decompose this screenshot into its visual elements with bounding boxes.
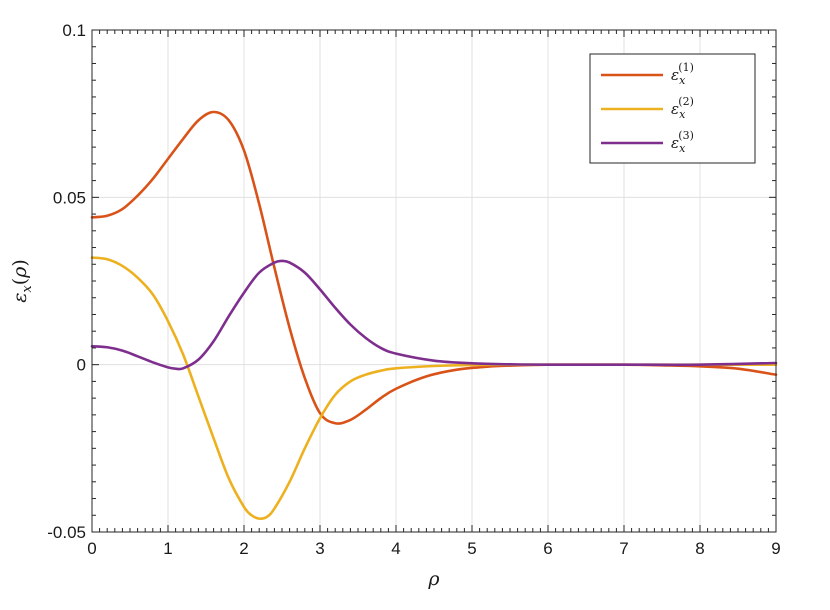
y-tick-label: 0 xyxy=(77,356,86,375)
y-tick-label: 0.1 xyxy=(62,21,86,40)
x-tick-label: 7 xyxy=(619,539,628,558)
x-tick-label: 0 xyxy=(87,539,96,558)
x-tick-label: 2 xyxy=(239,539,248,558)
legend-label-1: εx(1) xyxy=(671,61,694,87)
plot-frame xyxy=(91,29,777,533)
x-tick-label: 3 xyxy=(315,539,324,558)
x-tick-label: 8 xyxy=(695,539,704,558)
x-tick-label: 9 xyxy=(771,539,780,558)
x-axis-label: ρ xyxy=(427,568,440,590)
x-tick-label: 4 xyxy=(391,539,400,558)
x-tick-label: 6 xyxy=(543,539,552,558)
y-tick-label: 0.05 xyxy=(53,188,86,207)
y-tick-labels: -0.05 0 0.05 0.1 xyxy=(47,21,86,542)
y-axis-label: εx(ρ) xyxy=(9,259,35,303)
legend-label-2: εx(2) xyxy=(671,95,694,121)
series-line-3 xyxy=(90,259,778,371)
legend-label-3: εx(3) xyxy=(671,129,694,155)
y-tick-label: -0.05 xyxy=(47,523,86,542)
minor-ticks xyxy=(92,30,776,532)
x-tick-labels: 0 1 2 3 4 5 6 7 8 9 xyxy=(87,539,780,558)
x-tick-label: 5 xyxy=(467,539,476,558)
x-tick-label: 1 xyxy=(163,539,172,558)
legend: εx(1) εx(2) εx(3) xyxy=(589,53,756,164)
series-group xyxy=(90,110,778,521)
